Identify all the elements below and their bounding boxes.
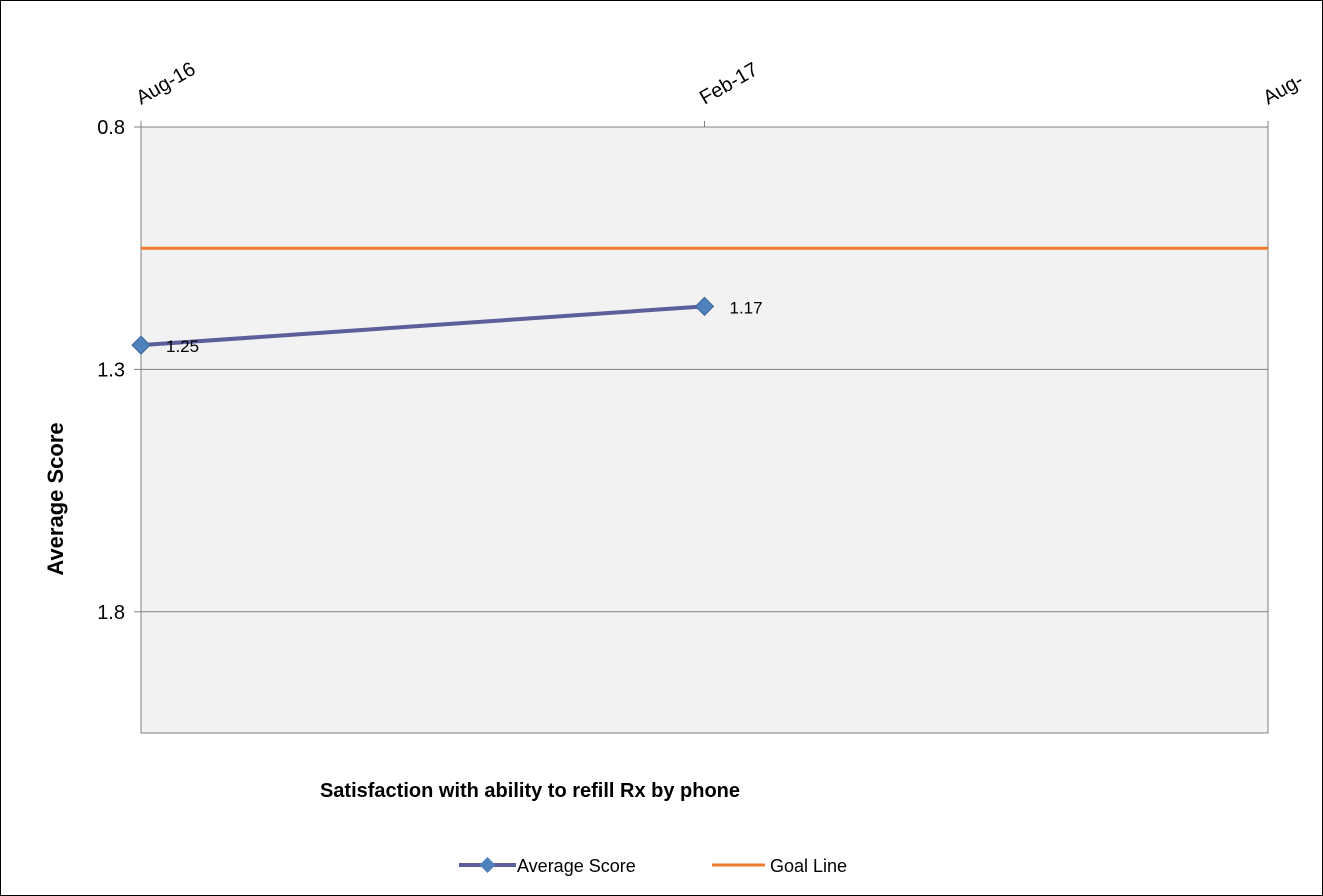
y-tick-label: 0.8 — [97, 117, 125, 139]
legend-marker-average-score — [479, 857, 496, 873]
data-point-marker — [694, 296, 715, 317]
data-label: 1.17 — [730, 298, 763, 317]
legend-label-goal-line: Goal Line — [770, 856, 847, 876]
legend-label-average-score: Average Score — [517, 856, 636, 876]
x-tick-label: Aug-16 — [133, 58, 200, 109]
data-label: 1.25 — [166, 337, 199, 356]
plot-area — [140, 126, 1269, 734]
y-tick-label: 1.8 — [97, 602, 125, 624]
y-tick-label: 1.3 — [97, 359, 125, 381]
x-axis-ticks: Aug-16 Feb-17 Aug- — [133, 58, 1308, 127]
x-axis-title: Satisfaction with ability to refill Rx b… — [320, 780, 740, 802]
y-axis-ticks: 0.8 1.3 1.8 — [97, 117, 141, 624]
y-axis-title: Average Score — [43, 422, 68, 575]
data-point-marker — [131, 335, 151, 355]
x-tick-label: Aug- — [1260, 69, 1308, 109]
average-score-line — [140, 304, 705, 348]
series-layer: 1.25 1.17 — [131, 246, 1268, 356]
legend: Average Score Goal Line — [459, 856, 847, 876]
x-tick-label: Feb-17 — [696, 59, 762, 110]
